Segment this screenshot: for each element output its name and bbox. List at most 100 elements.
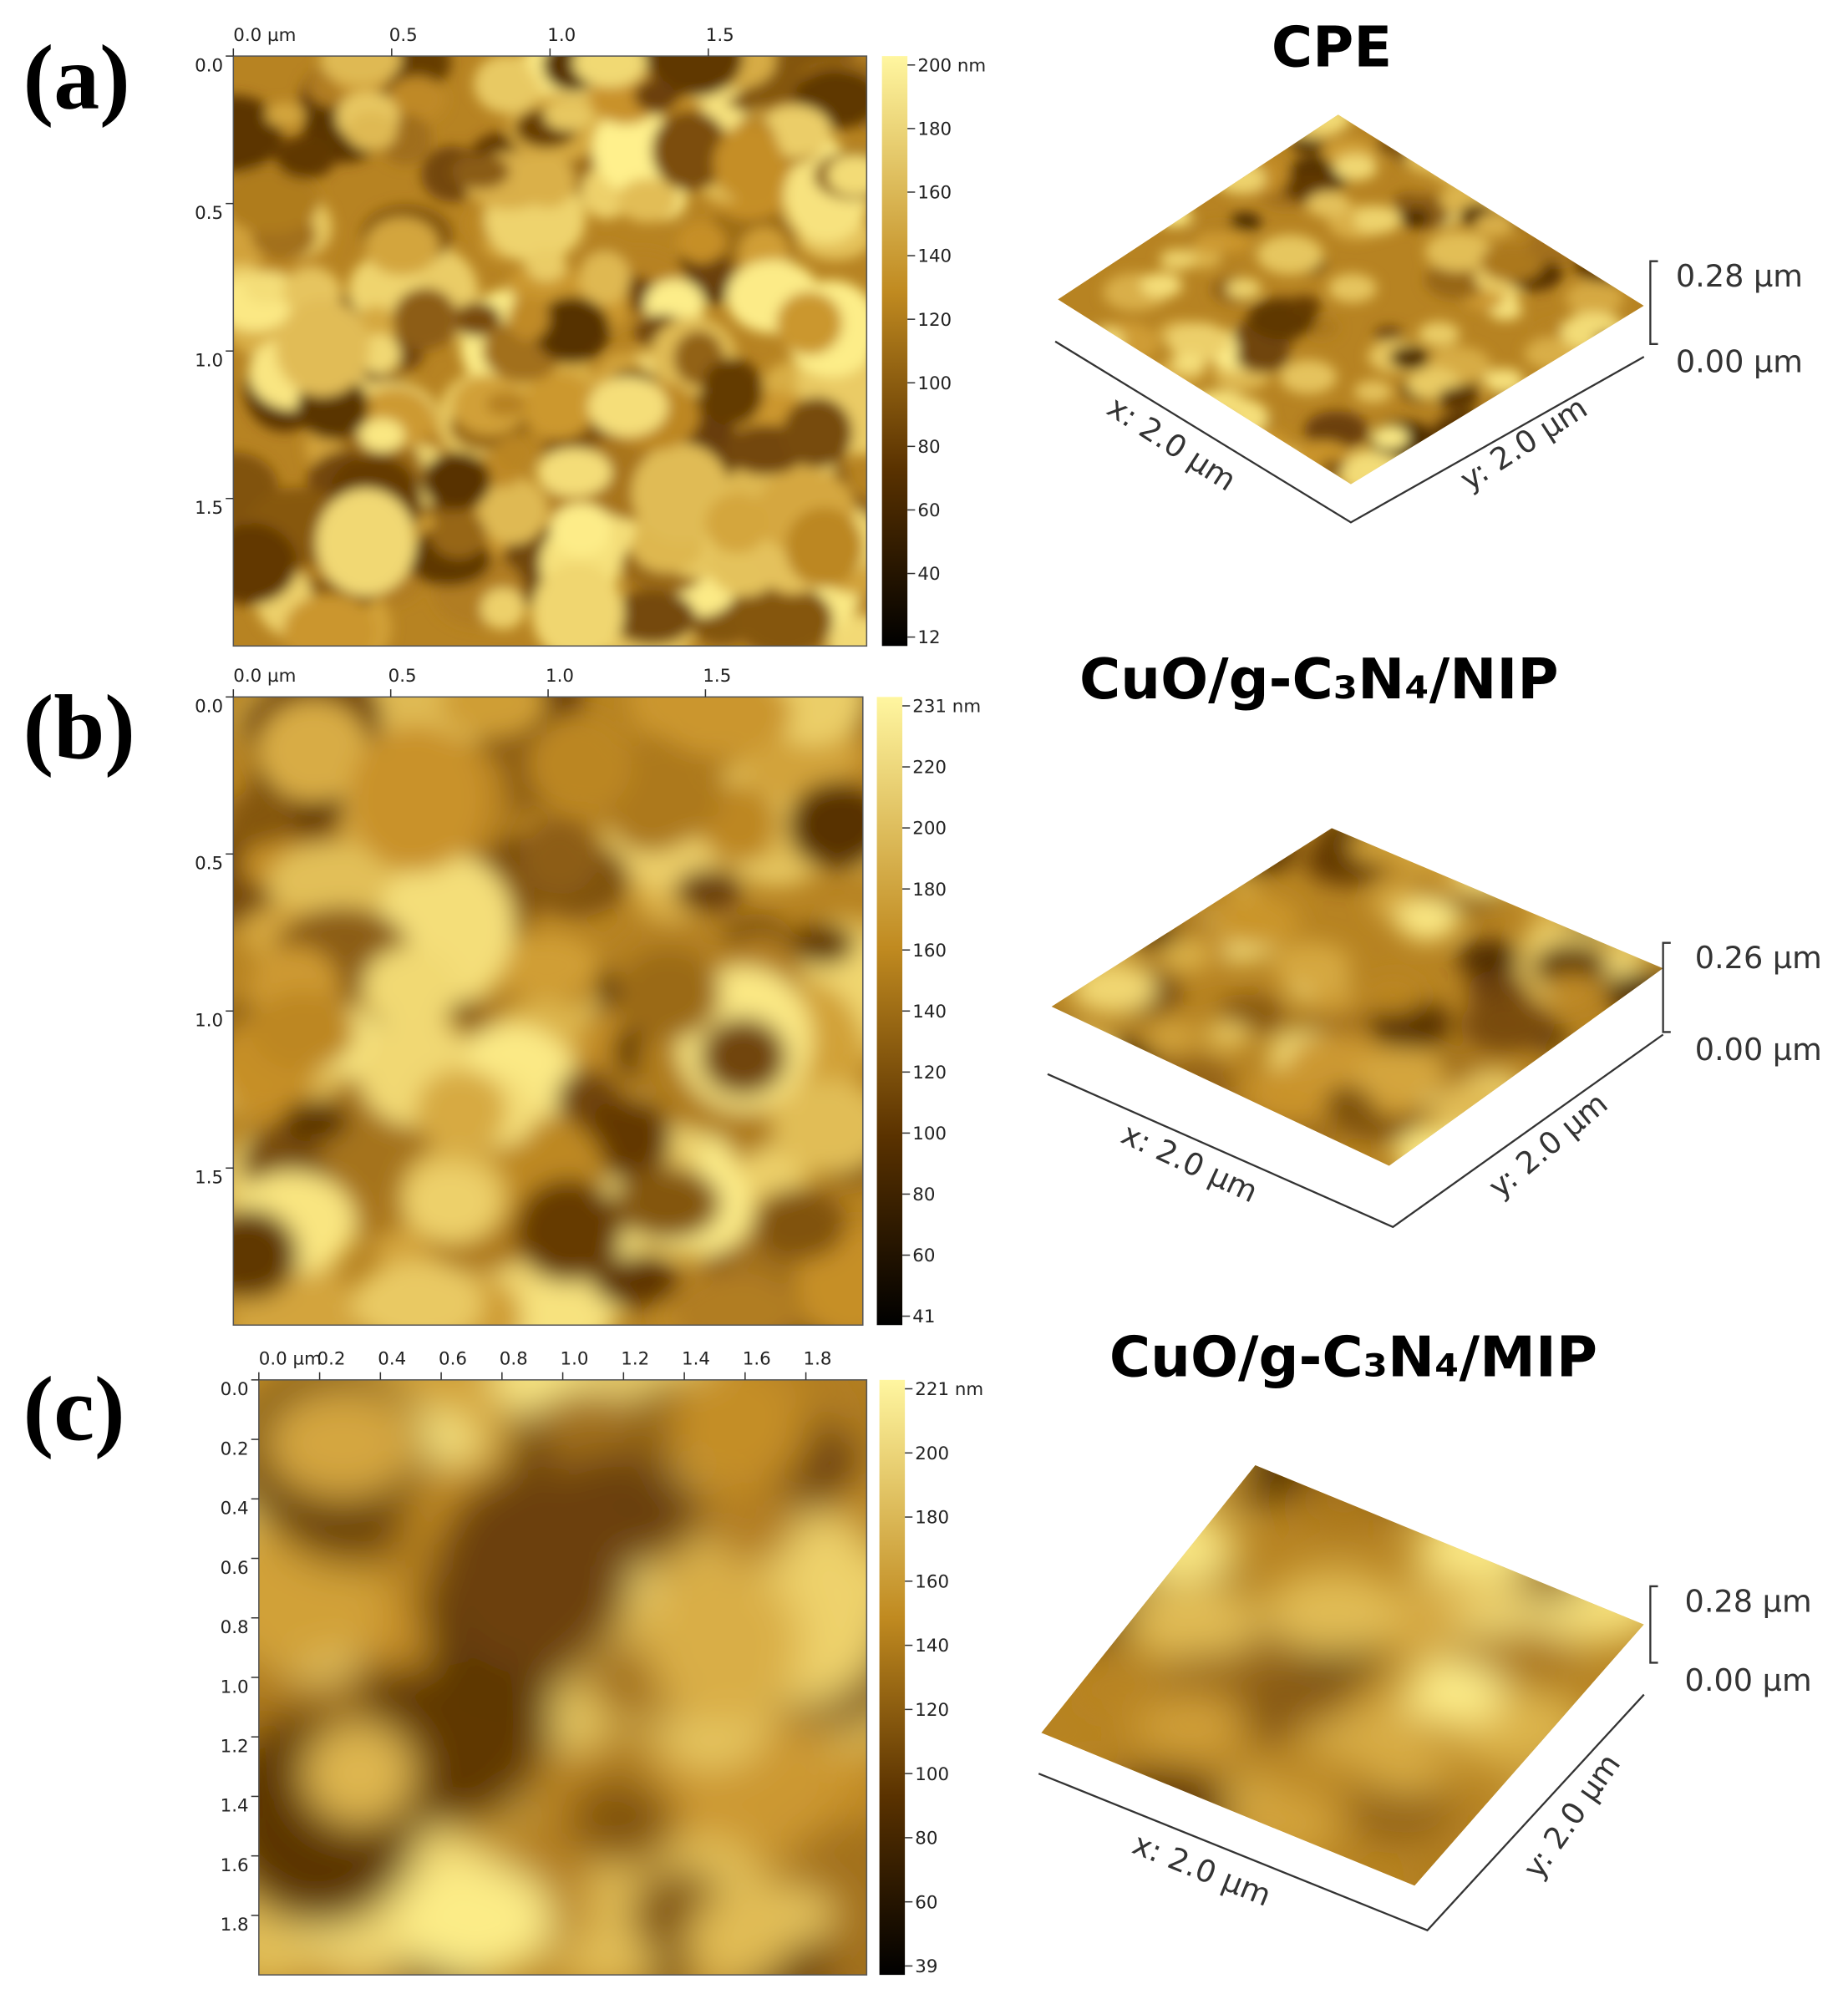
z-label: 0.28 µm xyxy=(1676,258,1803,294)
bump xyxy=(1431,160,1470,183)
z-scale xyxy=(1649,260,1658,345)
panel-title: CuO/g-C₃N₄/NIP xyxy=(1079,647,1559,712)
colorbar-label: 100 xyxy=(912,1124,947,1144)
bump xyxy=(1597,429,1644,459)
bump xyxy=(1561,312,1627,352)
z-label: 0.00 µm xyxy=(1695,1032,1822,1068)
bump xyxy=(1597,236,1642,263)
bump xyxy=(1558,210,1617,245)
grain xyxy=(365,217,439,276)
colorbar-label: 180 xyxy=(912,880,947,901)
bump xyxy=(1610,399,1638,417)
bump xyxy=(1545,972,1601,1007)
bump xyxy=(1160,249,1196,271)
bump xyxy=(1051,848,1124,894)
panel-label: (c) xyxy=(23,1358,125,1460)
z-label: 0.00 µm xyxy=(1676,343,1803,379)
grain xyxy=(782,397,853,469)
bump xyxy=(1231,114,1265,131)
bump xyxy=(1070,962,1157,1014)
bump xyxy=(1500,114,1571,155)
colorbar-label: 120 xyxy=(915,1700,949,1721)
colorbar-label: 40 xyxy=(917,564,940,585)
panel: (a) CPE 0.0 µm 0.5 1.0 1.5 0.0 0.5 1.0 1.5 200 nm 1… xyxy=(23,14,1803,648)
bump xyxy=(1146,1021,1197,1053)
afm-image xyxy=(233,697,863,1326)
grain xyxy=(608,590,697,645)
grain xyxy=(319,56,402,85)
bump xyxy=(1605,972,1663,1015)
grain xyxy=(348,725,485,873)
bump xyxy=(1142,132,1170,150)
bump xyxy=(1138,1057,1236,1115)
bump xyxy=(1565,281,1624,316)
bump xyxy=(1279,359,1338,394)
y-tick-label: 0.4 xyxy=(221,1499,249,1520)
bump xyxy=(1170,828,1267,874)
x-tick-label: 0.8 xyxy=(500,1349,528,1370)
bump xyxy=(1595,876,1663,919)
bump xyxy=(1304,410,1368,449)
bump xyxy=(1078,1673,1135,1707)
y-tick-label: 1.2 xyxy=(221,1737,249,1758)
bump xyxy=(1114,463,1180,485)
bump xyxy=(1510,1557,1585,1602)
bump xyxy=(1041,1488,1117,1534)
bump xyxy=(1437,387,1479,412)
grain xyxy=(579,251,631,305)
bump xyxy=(1283,1465,1387,1504)
bump xyxy=(1459,1553,1516,1588)
bump xyxy=(1287,295,1322,317)
bump xyxy=(1546,215,1613,255)
x-tick-label: 0.0 µm xyxy=(233,25,296,46)
grain xyxy=(485,392,527,417)
grain xyxy=(422,452,491,510)
bump xyxy=(1307,114,1352,132)
bump xyxy=(1423,137,1461,160)
grain xyxy=(399,1863,554,1976)
grain xyxy=(646,1561,800,1728)
bump xyxy=(1272,941,1352,990)
bump xyxy=(1484,368,1524,393)
bump xyxy=(1133,1692,1248,1762)
grain xyxy=(242,271,295,304)
bump xyxy=(1374,325,1404,343)
grain xyxy=(617,949,721,1040)
x-tick-label: 1.6 xyxy=(743,1349,771,1370)
bump xyxy=(1389,346,1430,370)
bump xyxy=(1550,127,1615,166)
grain xyxy=(632,443,731,543)
x-tick-label: 0.6 xyxy=(439,1349,467,1370)
z-scale xyxy=(1649,1585,1658,1664)
grain xyxy=(677,221,726,264)
bump xyxy=(1084,928,1133,957)
grain xyxy=(790,923,855,966)
grain xyxy=(316,488,416,596)
bump xyxy=(1394,114,1441,134)
bump xyxy=(1359,1738,1453,1795)
grain xyxy=(633,79,675,113)
bump xyxy=(1051,850,1091,885)
panel-title: CPE xyxy=(1272,14,1392,79)
bump xyxy=(1235,340,1290,373)
bump xyxy=(1394,899,1460,939)
bump xyxy=(1522,867,1615,923)
bump xyxy=(1058,244,1093,265)
afm-texture xyxy=(233,697,863,1326)
bump xyxy=(1125,1581,1261,1663)
bump xyxy=(1204,1021,1251,1049)
grain xyxy=(265,102,306,128)
colorbar xyxy=(881,56,908,647)
grain xyxy=(454,302,502,337)
bump xyxy=(1354,1047,1446,1103)
bump xyxy=(1047,1494,1138,1549)
grain xyxy=(495,933,599,998)
bump xyxy=(1434,1084,1507,1129)
bump xyxy=(1263,1569,1406,1655)
grain xyxy=(474,56,541,114)
grain xyxy=(439,697,546,737)
colorbar-label: 12 xyxy=(917,627,940,648)
y-tick-label: 0.6 xyxy=(221,1558,249,1579)
bump xyxy=(1078,326,1125,355)
